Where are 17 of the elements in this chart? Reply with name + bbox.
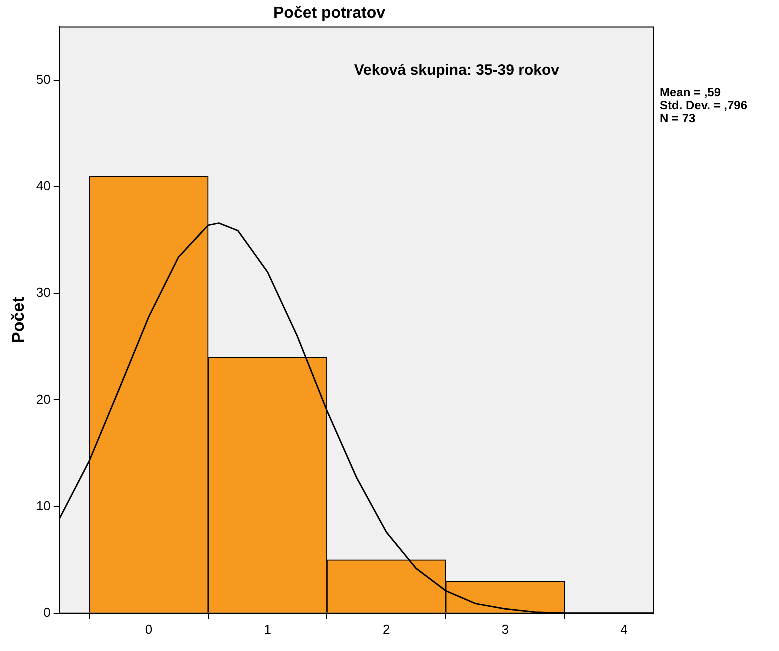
y-tick-label: 10: [36, 498, 51, 514]
y-tick-label: 30: [36, 285, 51, 300]
y-tick-label: 0: [44, 604, 51, 620]
y-tick-label: 50: [36, 72, 51, 88]
x-tick-label: 2: [383, 622, 390, 637]
x-tick-label: 0: [145, 622, 153, 637]
x-tick-label: 1: [264, 622, 272, 637]
y-tick-label: 40: [36, 178, 51, 194]
text: N = 73: [660, 112, 696, 126]
y-axis-title: Počet: [8, 296, 28, 344]
text: Mean = ,59: [660, 86, 722, 100]
text: Std. Dev. = ,796: [660, 98, 748, 113]
x-tick-label: 3: [502, 622, 510, 637]
y-tick-label: 20: [36, 392, 51, 407]
text: Veková skupina: 35-39 rokov: [354, 62, 560, 79]
x-tick-label: 4: [620, 622, 628, 637]
chart-title: Počet potratov: [273, 5, 386, 22]
